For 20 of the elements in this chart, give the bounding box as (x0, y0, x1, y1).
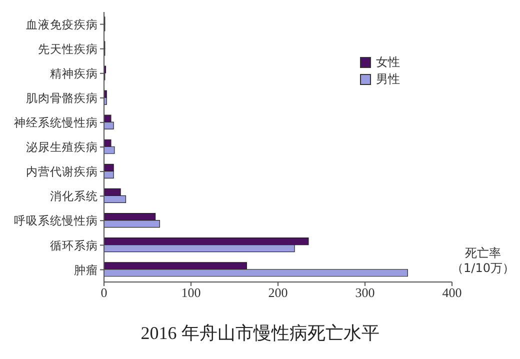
x-axis-title: 死亡率（1/10万） (450, 246, 516, 276)
x-tick-label: 100 (181, 285, 201, 300)
y-tick-label: 肿瘤 (74, 262, 98, 277)
text: 2016 年舟山市慢性病死亡水平 (140, 322, 380, 345)
y-tick-label: 内营代谢疾病 (26, 164, 98, 179)
y-tick-label: 消化系统 (50, 189, 98, 204)
y-tick-label: 循环系病 (50, 238, 98, 252)
y-tick-label: 呼吸系统慢性病 (14, 214, 98, 228)
y-tick-label: 先天性疾病 (38, 42, 98, 56)
y-tick-label: 泌尿生殖疾病 (26, 140, 98, 154)
x-tick-label: 0 (100, 285, 108, 300)
x-tick-label: 400 (442, 285, 462, 300)
y-tick-label: 血液免疫疾病 (26, 17, 98, 32)
y-tick-label: 神经系统慢性病 (14, 116, 98, 130)
x-tick-label: 300 (355, 285, 375, 300)
y-tick-label: 精神疾病 (50, 66, 98, 80)
x-tick-label: 200 (268, 285, 288, 300)
y-tick-label: 肌肉骨骼疾病 (26, 90, 98, 105)
legend-label: 女性 (376, 54, 400, 71)
legend-label: 男性 (376, 71, 400, 88)
